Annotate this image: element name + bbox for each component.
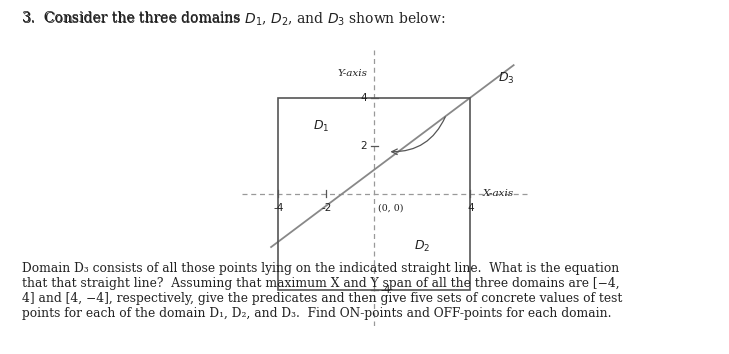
Text: -4: -4 [381,285,391,295]
Text: (0, 0): (0, 0) [378,203,403,212]
Text: $D_2$: $D_2$ [414,239,431,254]
Text: 2: 2 [361,141,367,150]
Text: X-axis: X-axis [483,189,514,198]
Text: 3.  Consider the three domains $D_1$, $D_2$, and $D_3$ shown below:: 3. Consider the three domains $D_1$, $D_… [22,11,445,28]
Text: 3.  Consider the three domains: 3. Consider the three domains [22,11,245,25]
Text: Domain D₃ consists of all those points lying on the indicated straight line.  Wh: Domain D₃ consists of all those points l… [22,262,623,320]
Text: $D_1$: $D_1$ [313,119,330,134]
Text: Y-axis: Y-axis [337,69,367,78]
Text: -2: -2 [321,203,332,213]
Bar [278,98,470,290]
Text: -4: -4 [273,203,284,213]
Text: 4: 4 [467,203,474,213]
Text: 4: 4 [361,93,367,103]
Text: $D_3$: $D_3$ [498,71,515,86]
